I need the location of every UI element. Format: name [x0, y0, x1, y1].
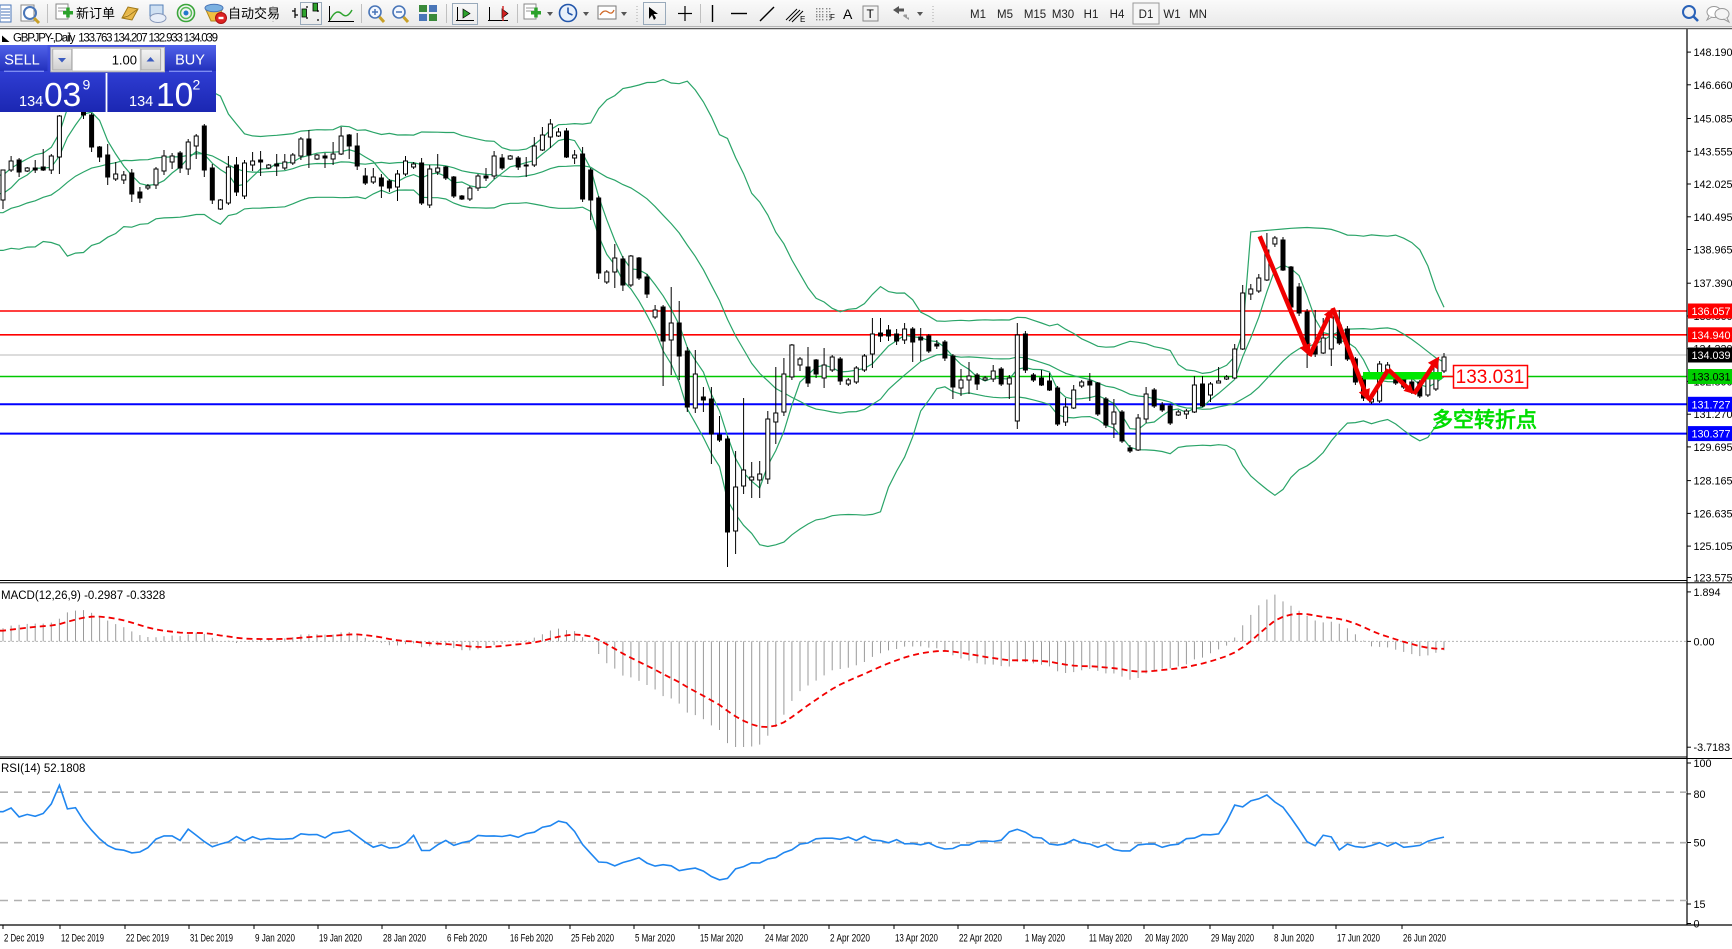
svg-text:-3.7183: -3.7183: [1694, 742, 1731, 754]
svg-text:1 May 2020: 1 May 2020: [1025, 933, 1065, 945]
svg-text:28 Jan 2020: 28 Jan 2020: [383, 933, 426, 945]
svg-text:134.039: 134.039: [1692, 350, 1731, 362]
svg-text:17 Jun 2020: 17 Jun 2020: [1337, 933, 1380, 945]
svg-text:130.377: 130.377: [1692, 429, 1731, 441]
svg-text:123.575: 123.575: [1694, 573, 1732, 585]
svg-text:SELL: SELL: [4, 53, 39, 69]
svg-text:M15: M15: [1024, 9, 1046, 21]
svg-text:29 May 2020: 29 May 2020: [1211, 933, 1254, 945]
svg-text:MN: MN: [1189, 9, 1207, 21]
svg-text:2 Apr 2020: 2 Apr 2020: [830, 933, 870, 945]
svg-text:新订单: 新订单: [76, 6, 115, 21]
svg-text:10: 10: [156, 77, 193, 112]
svg-text:RSI(14) 52.1808: RSI(14) 52.1808: [1, 763, 85, 775]
svg-text:5 Mar 2020: 5 Mar 2020: [635, 933, 675, 945]
svg-text:03: 03: [44, 77, 81, 112]
svg-text:0.00: 0.00: [1694, 636, 1715, 648]
svg-text:137.390: 137.390: [1694, 278, 1732, 290]
svg-text:128.165: 128.165: [1694, 476, 1732, 488]
svg-text:MACD(12,26,9) -0.2987 -0.3328: MACD(12,26,9) -0.2987 -0.3328: [1, 590, 165, 602]
svg-text:143.555: 143.555: [1694, 146, 1732, 158]
svg-text:M5: M5: [997, 9, 1013, 21]
svg-text:GBPJPY-,Daily 133.763 134.207: GBPJPY-,Daily 133.763 134.207 132.933 13…: [13, 33, 218, 45]
svg-text:131.270: 131.270: [1694, 409, 1732, 421]
svg-text:50: 50: [1694, 838, 1706, 850]
svg-text:H4: H4: [1110, 9, 1125, 21]
svg-text:8 Jun 2020: 8 Jun 2020: [1274, 933, 1314, 945]
svg-text:11 May 2020: 11 May 2020: [1089, 933, 1132, 945]
svg-text:136.057: 136.057: [1692, 306, 1731, 318]
svg-text:100: 100: [1694, 758, 1712, 770]
svg-text:80: 80: [1694, 789, 1706, 801]
svg-text:133.031: 133.031: [1692, 372, 1731, 384]
svg-text:13 Apr 2020: 13 Apr 2020: [895, 933, 938, 945]
svg-text:16 Feb 2020: 16 Feb 2020: [510, 933, 553, 945]
svg-text:140.495: 140.495: [1694, 212, 1732, 224]
svg-text:F: F: [830, 13, 835, 22]
svg-text:自动交易: 自动交易: [228, 6, 280, 21]
svg-text:0: 0: [1694, 919, 1700, 931]
svg-text:9: 9: [83, 77, 91, 93]
svg-text:134.940: 134.940: [1692, 330, 1731, 342]
svg-text:2 Dec 2019: 2 Dec 2019: [4, 933, 44, 945]
svg-text:1.00: 1.00: [112, 53, 137, 68]
svg-text:E: E: [800, 15, 805, 24]
svg-text:D1: D1: [1139, 9, 1154, 21]
svg-text:12 Dec 2019: 12 Dec 2019: [61, 933, 104, 945]
svg-text:146.660: 146.660: [1694, 80, 1732, 92]
svg-text:134: 134: [129, 94, 153, 110]
svg-text:131.727: 131.727: [1692, 399, 1731, 411]
svg-text:31 Dec 2019: 31 Dec 2019: [190, 933, 233, 945]
svg-text:133.031: 133.031: [1456, 367, 1525, 388]
svg-text:2: 2: [193, 77, 201, 93]
svg-text:22 Apr 2020: 22 Apr 2020: [959, 933, 1002, 945]
svg-text:T: T: [867, 7, 875, 21]
svg-text:15: 15: [1694, 899, 1706, 911]
svg-text:9 Jan 2020: 9 Jan 2020: [255, 933, 295, 945]
svg-text:145.085: 145.085: [1694, 114, 1732, 126]
svg-text:148.190: 148.190: [1694, 47, 1732, 59]
svg-text:142.025: 142.025: [1694, 179, 1732, 191]
svg-text:129.695: 129.695: [1694, 442, 1732, 454]
svg-text:M1: M1: [970, 9, 986, 21]
svg-text:M30: M30: [1052, 9, 1074, 21]
svg-text:15 Mar 2020: 15 Mar 2020: [700, 933, 743, 945]
svg-text:多空转折点: 多空转折点: [1432, 408, 1537, 432]
svg-text:138.965: 138.965: [1694, 245, 1732, 257]
svg-text:24 Mar 2020: 24 Mar 2020: [765, 933, 808, 945]
svg-text:H1: H1: [1084, 9, 1099, 21]
svg-text:22 Dec 2019: 22 Dec 2019: [126, 933, 169, 945]
svg-text:BUY: BUY: [175, 53, 205, 69]
svg-text:25 Feb 2020: 25 Feb 2020: [571, 933, 614, 945]
svg-text:20 May 2020: 20 May 2020: [1145, 933, 1188, 945]
svg-text:A: A: [843, 6, 853, 22]
svg-text:126.635: 126.635: [1694, 508, 1732, 520]
svg-text:6 Feb 2020: 6 Feb 2020: [447, 933, 487, 945]
svg-text:134: 134: [19, 94, 43, 110]
svg-text:26 Jun 2020: 26 Jun 2020: [1403, 933, 1446, 945]
svg-text:W1: W1: [1163, 9, 1180, 21]
svg-text:125.105: 125.105: [1694, 541, 1732, 553]
svg-text:1.894: 1.894: [1694, 587, 1721, 599]
svg-text:19 Jan 2020: 19 Jan 2020: [319, 933, 362, 945]
